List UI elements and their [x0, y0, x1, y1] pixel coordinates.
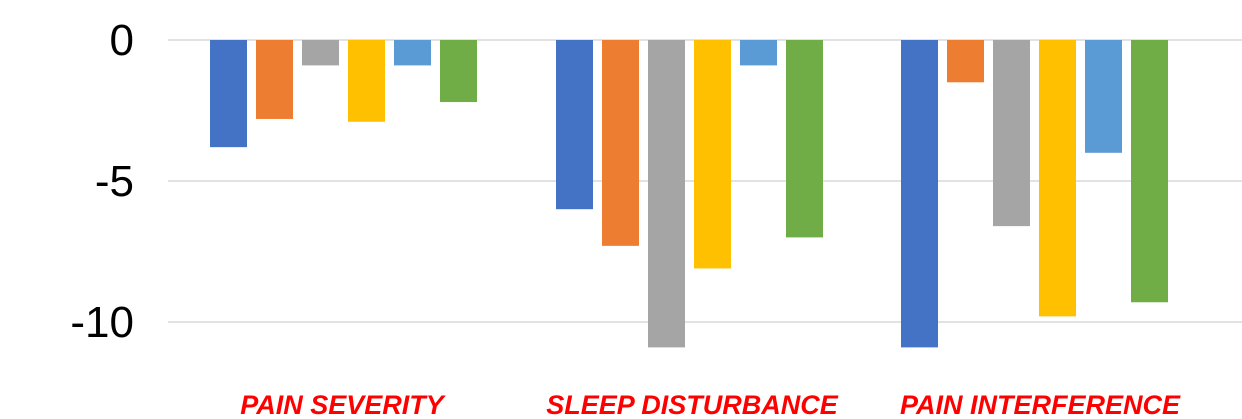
bar [210, 40, 247, 148]
category-label: PAIN SEVERITY [240, 390, 447, 419]
bar [1131, 40, 1168, 303]
bar [1039, 40, 1076, 317]
bar [602, 40, 639, 246]
bar [694, 40, 731, 269]
bar [348, 40, 385, 122]
bar [440, 40, 477, 103]
bar [993, 40, 1030, 227]
bar [786, 40, 823, 238]
category-labels: PAIN SEVERITY SLEEP DISTURBANCE PAIN INTER… [240, 390, 1181, 419]
bar [740, 40, 777, 66]
bar [648, 40, 685, 348]
bars [210, 40, 1168, 348]
category-label: SLEEP DISTURBANCE [546, 390, 839, 419]
category-label: PAIN INTERFERENCE [900, 390, 1181, 419]
bar [947, 40, 984, 83]
y-tick-label: -5 [95, 157, 134, 206]
bar [556, 40, 593, 210]
bar [394, 40, 431, 66]
bar [901, 40, 938, 348]
bar [256, 40, 293, 119]
bar [1085, 40, 1122, 153]
y-axis-tick-labels: 0 -5 -10 [70, 16, 134, 347]
y-tick-label: 0 [110, 16, 134, 65]
y-tick-label: -10 [70, 298, 134, 347]
bar [302, 40, 339, 66]
